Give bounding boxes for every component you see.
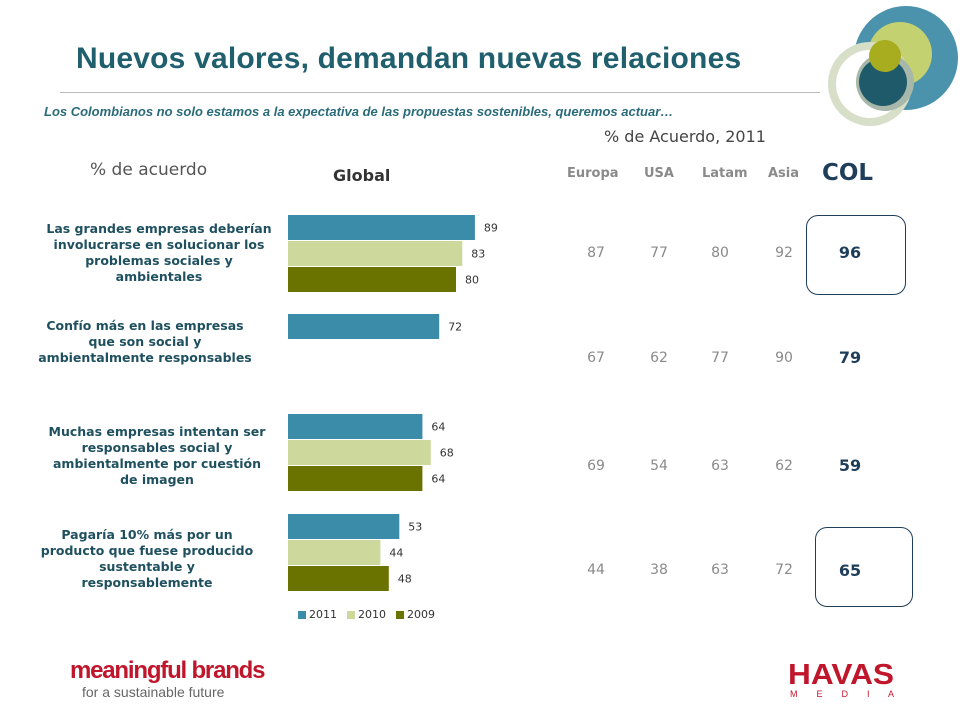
bar-value-label: 48	[398, 573, 412, 586]
bar-2011	[288, 314, 440, 339]
bar-2010	[288, 241, 463, 266]
statement-label: Las grandes empresas deberían involucrar…	[46, 221, 272, 284]
bar-value-label: 80	[465, 274, 479, 287]
logo-text: meaningful brands	[70, 657, 265, 684]
bar-2011	[288, 514, 400, 539]
col-header: COL	[822, 160, 874, 186]
legend-label-2011: 2011	[309, 608, 337, 621]
asia-value: 62	[775, 458, 793, 474]
legend-swatch-2011	[298, 611, 306, 619]
latam-value: 77	[711, 350, 729, 366]
page-subtitle: Los Colombianos no solo estamos a la exp…	[44, 104, 674, 119]
col-value: 96	[838, 243, 862, 262]
bar-2009	[288, 466, 423, 491]
col-value: 79	[838, 348, 862, 367]
bar-value-label: 72	[448, 321, 462, 334]
meaningful-brands-logo: meaningful brands for a sustainable futu…	[70, 657, 265, 701]
chart-title: Global	[333, 166, 391, 185]
region-header-latam: Latam	[702, 166, 748, 181]
statement-label: Muchas empresas intentan ser responsable…	[48, 424, 266, 487]
bar-value-label: 53	[408, 521, 422, 534]
legend-swatch-2009	[396, 611, 404, 619]
statements-label: % de acuerdo	[90, 160, 208, 180]
asia-value: 92	[775, 245, 793, 261]
bar-value-label: 89	[484, 222, 498, 235]
europa-value: 87	[587, 245, 605, 261]
latam-value: 63	[711, 562, 729, 578]
havas-logo-text: HAVAS	[788, 659, 894, 691]
bar-2010	[288, 440, 431, 465]
col-highlight-box	[806, 215, 906, 295]
havas-media-logo: HAVAS M E D I A	[788, 659, 894, 699]
bar-value-label: 68	[440, 447, 454, 460]
bar-2009	[288, 566, 389, 591]
page-title: Nuevos valores, demandan nuevas relacion…	[76, 42, 742, 75]
usa-value: 54	[650, 458, 668, 474]
europa-value: 69	[587, 458, 605, 474]
legend-swatch-2010	[347, 611, 355, 619]
table-subheading: % de Acuerdo, 2011	[604, 127, 766, 146]
bar-2011	[288, 414, 423, 439]
col-value: 59	[838, 456, 862, 475]
usa-value: 38	[650, 562, 668, 578]
col-highlight-box	[815, 527, 913, 607]
bar-2009	[288, 267, 456, 292]
logo-tagline: for a sustainable future	[82, 684, 225, 700]
statement-label: Pagaría 10% más por un producto que fues…	[40, 527, 254, 590]
europa-value: 44	[587, 562, 605, 578]
bar-2011	[288, 215, 475, 240]
decorative-circles	[828, 6, 958, 126]
asia-value: 72	[775, 562, 793, 578]
usa-value: 62	[650, 350, 668, 366]
usa-value: 77	[650, 245, 668, 261]
region-header-asia: Asia	[768, 166, 800, 181]
col-value: 65	[838, 561, 862, 580]
legend-label-2009: 2009	[407, 608, 435, 621]
title-divider	[60, 92, 820, 93]
latam-value: 80	[711, 245, 729, 261]
bar-value-label: 64	[431, 421, 445, 434]
asia-value: 90	[775, 350, 793, 366]
media-logo-text: M E D I A	[790, 689, 894, 699]
legend-label-2010: 2010	[358, 608, 386, 621]
bar-value-label: 64	[431, 473, 445, 486]
region-header-usa: USA	[644, 166, 674, 181]
latam-value: 63	[711, 458, 729, 474]
region-header-europa: Europa	[567, 166, 619, 181]
statement-label: Confío más en las empresas que son socia…	[38, 318, 252, 365]
europa-value: 67	[587, 350, 605, 366]
bar-2010	[288, 540, 381, 565]
bar-value-label: 44	[389, 547, 403, 560]
bar-value-label: 83	[471, 248, 485, 261]
